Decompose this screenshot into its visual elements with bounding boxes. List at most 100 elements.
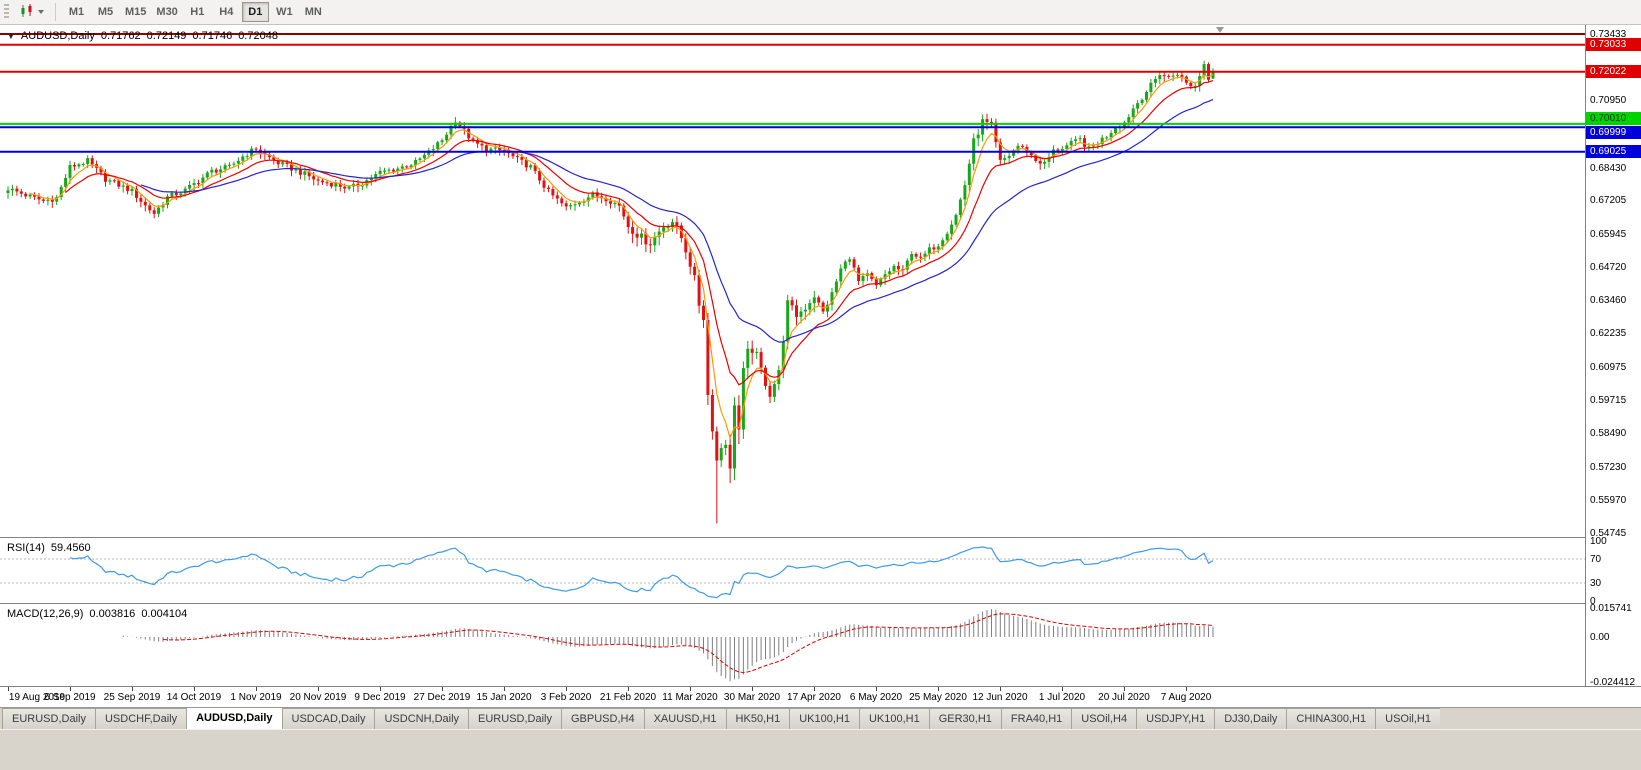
price-level-badge: 0.69025 bbox=[1586, 145, 1641, 159]
rsi-label: RSI(14) 59.4560 bbox=[7, 542, 91, 554]
date-label: 27 Dec 2019 bbox=[413, 692, 471, 703]
rsi-axis-label: 70 bbox=[1590, 554, 1602, 565]
date-tick bbox=[628, 687, 629, 691]
date-tick bbox=[1062, 687, 1063, 691]
status-bar bbox=[0, 729, 1641, 770]
date-label: 6 May 2020 bbox=[849, 692, 903, 703]
date-tick bbox=[442, 687, 443, 691]
chart-tab-ger30-h1[interactable]: GER30,H1 bbox=[928, 708, 1001, 729]
chart-tab-usdchf-daily[interactable]: USDCHF,Daily bbox=[94, 708, 187, 729]
timeframe-button-m30[interactable]: M30 bbox=[152, 2, 181, 22]
date-tick bbox=[256, 687, 257, 691]
chart-tab-dj30-daily[interactable]: DJ30,Daily bbox=[1214, 708, 1287, 729]
chart-tab-usoil-h1[interactable]: USOil,H1 bbox=[1375, 708, 1440, 729]
date-label: 30 Mar 2020 bbox=[723, 692, 781, 703]
chart-tab-usdcad-daily[interactable]: USDCAD,Daily bbox=[281, 708, 375, 729]
rsi-name: RSI(14) bbox=[7, 542, 45, 554]
timeframe-button-m1[interactable]: M1 bbox=[63, 2, 90, 22]
chart-tab-audusd-daily[interactable]: AUDUSD,Daily bbox=[186, 708, 282, 729]
price-axis-label: 0.63460 bbox=[1590, 295, 1627, 307]
timeframe-button-m5[interactable]: M5 bbox=[92, 2, 119, 22]
low-value: 0.71746 bbox=[192, 30, 233, 42]
date-axis[interactable]: 19 Aug 2019 6 Sep 2019 25 Sep 2019 14 Oct 2… bbox=[0, 687, 1641, 707]
chart-tab-fra40-h1[interactable]: FRA40,H1 bbox=[1000, 708, 1072, 729]
price-axis-label: 0.62235 bbox=[1590, 328, 1627, 339]
timeframe-button-m15[interactable]: M15 bbox=[121, 2, 150, 22]
chart-shift-marker[interactable] bbox=[1216, 27, 1224, 33]
date-tick bbox=[70, 687, 71, 691]
candlestick-chart-icon bbox=[19, 3, 35, 21]
price-axis-label: 0.65945 bbox=[1590, 228, 1627, 240]
chart-tab-uk100-h1[interactable]: UK100,H1 bbox=[789, 708, 859, 729]
chart-tab-hk50-h1[interactable]: HK50,H1 bbox=[725, 708, 790, 729]
symbol-label: AUDUSD,Daily bbox=[20, 30, 95, 42]
chart-tab-china300-h1[interactable]: CHINA300,H1 bbox=[1286, 708, 1376, 729]
chart-type-button[interactable] bbox=[14, 2, 49, 22]
high-value: 0.72149 bbox=[146, 30, 187, 42]
date-tick bbox=[566, 687, 567, 691]
date-label: 21 Feb 2020 bbox=[599, 692, 657, 703]
date-tick bbox=[318, 687, 319, 691]
date-label: 6 Sep 2019 bbox=[44, 692, 96, 703]
date-label: 20 Jul 2020 bbox=[1098, 692, 1150, 703]
timeframe-group: M1 M5 M15 M30 H1 H4 D1 W1 MN bbox=[62, 2, 328, 22]
timeframe-button-mn[interactable]: MN bbox=[300, 2, 327, 22]
chart-tab-uk100-h1[interactable]: UK100,H1 bbox=[858, 708, 929, 729]
price-axis-label: 0.68430 bbox=[1590, 162, 1627, 174]
macd-axis-label: 0.015741 bbox=[1590, 603, 1632, 614]
rsi-axis-label: 0 bbox=[1590, 596, 1596, 607]
date-label: 19 Aug 2019 bbox=[8, 692, 66, 703]
chart-tab-gbpusd-h4[interactable]: GBPUSD,H4 bbox=[561, 708, 644, 729]
macd-axis-label: 0.00 bbox=[1590, 632, 1610, 643]
price-axis-label: 0.70950 bbox=[1590, 95, 1627, 107]
timeframe-toolbar: M1 M5 M15 M30 H1 H4 D1 W1 MN bbox=[0, 0, 1641, 25]
panel-resize-handle-rsi[interactable] bbox=[0, 537, 1641, 538]
date-label: 9 Dec 2019 bbox=[354, 692, 406, 703]
chart-tab-eurusd-daily[interactable]: EURUSD,Daily bbox=[2, 708, 95, 729]
chart-tab-usoil-h4[interactable]: USOil,H4 bbox=[1071, 708, 1137, 729]
date-label: 15 Jan 2020 bbox=[476, 692, 532, 703]
price-level-badge: 0.69999 bbox=[1586, 126, 1641, 140]
date-tick bbox=[8, 687, 9, 691]
price-level-badge: 0.73033 bbox=[1586, 38, 1641, 52]
rsi-chart-canvas[interactable] bbox=[0, 538, 1585, 603]
price-axis-label: 0.58490 bbox=[1590, 428, 1627, 439]
rsi-value: 59.4560 bbox=[50, 542, 91, 554]
date-label: 25 Sep 2019 bbox=[103, 692, 161, 703]
toolbar-separator bbox=[55, 3, 56, 21]
timeframe-button-w1[interactable]: W1 bbox=[271, 2, 298, 22]
price-axis[interactable]: 0.734330.709500.696900.684300.672050.659… bbox=[1585, 25, 1641, 688]
date-tick bbox=[380, 687, 381, 691]
chart-tab-xauusd-h1[interactable]: XAUUSD,H1 bbox=[643, 708, 726, 729]
date-label: 20 Nov 2019 bbox=[289, 692, 347, 703]
timeframe-button-d1[interactable]: D1 bbox=[241, 2, 269, 22]
chart-tab-usdcnh-daily[interactable]: USDCNH,Daily bbox=[374, 708, 469, 729]
price-axis-label: 0.60975 bbox=[1590, 361, 1627, 373]
price-level-badge: 0.70010 bbox=[1586, 111, 1641, 125]
toolbar-grip[interactable] bbox=[4, 4, 9, 20]
date-tick bbox=[1124, 687, 1125, 691]
date-label: 1 Jul 2020 bbox=[1038, 692, 1086, 703]
date-tick bbox=[132, 687, 133, 691]
one-click-menu-icon[interactable]: ▼ bbox=[7, 31, 15, 41]
chart-tab-usdjpy-h1[interactable]: USDJPY,H1 bbox=[1136, 708, 1215, 729]
price-level-badge: 0.72022 bbox=[1586, 65, 1641, 79]
macd-chart-canvas[interactable] bbox=[0, 604, 1585, 686]
date-tick bbox=[1186, 687, 1187, 691]
timeframe-button-h1[interactable]: H1 bbox=[184, 2, 211, 22]
price-axis-label: 0.73433 bbox=[1590, 29, 1627, 40]
chart-tab-eurusd-daily[interactable]: EURUSD,Daily bbox=[468, 708, 561, 729]
date-label: 25 May 2020 bbox=[909, 692, 967, 703]
macd-label: MACD(12,26,9) 0.003816 0.004104 bbox=[7, 608, 187, 620]
date-label: 7 Aug 2020 bbox=[1160, 692, 1212, 703]
close-value: 0.72048 bbox=[238, 30, 278, 42]
panel-resize-handle-macd[interactable] bbox=[0, 603, 1641, 604]
date-tick bbox=[876, 687, 877, 691]
timeframe-button-h4[interactable]: H4 bbox=[213, 2, 240, 22]
date-label: 3 Feb 2020 bbox=[540, 692, 592, 703]
chevron-down-icon bbox=[38, 10, 44, 14]
price-axis-label: 0.54745 bbox=[1590, 528, 1627, 539]
date-tick bbox=[752, 687, 753, 691]
price-chart-canvas[interactable] bbox=[0, 25, 1585, 537]
